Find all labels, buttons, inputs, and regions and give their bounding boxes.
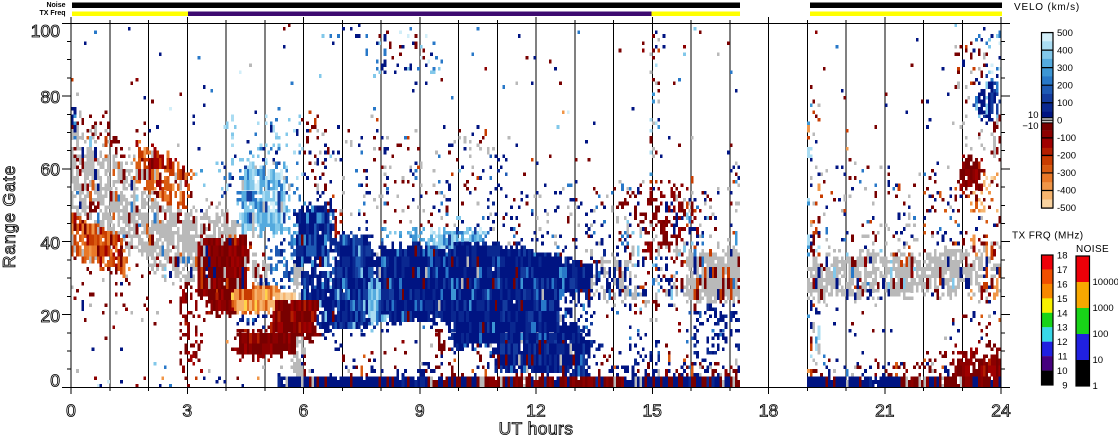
- svg-text:21: 21: [875, 401, 894, 421]
- svg-text:60: 60: [41, 160, 61, 180]
- svg-text:14: 14: [1057, 308, 1068, 319]
- svg-text:−10: −10: [1022, 121, 1038, 132]
- svg-text:16: 16: [1057, 279, 1068, 290]
- svg-text:17: 17: [1057, 265, 1068, 276]
- svg-text:12: 12: [526, 401, 545, 421]
- svg-text:1: 1: [1093, 381, 1098, 392]
- svg-text:40: 40: [41, 233, 61, 253]
- svg-text:10: 10: [1093, 355, 1104, 366]
- svg-text:Noise: Noise: [46, 2, 65, 9]
- svg-text:TX FRQ (MHz): TX FRQ (MHz): [1012, 231, 1083, 242]
- svg-text:9: 9: [1062, 381, 1067, 392]
- svg-text:-400: -400: [1057, 186, 1076, 197]
- svg-text:10: 10: [1057, 366, 1068, 377]
- svg-text:80: 80: [41, 87, 61, 107]
- svg-text:400: 400: [1057, 45, 1073, 56]
- svg-text:9: 9: [415, 401, 425, 421]
- svg-text:1000: 1000: [1093, 303, 1114, 314]
- svg-text:-300: -300: [1057, 168, 1076, 179]
- svg-text:18: 18: [759, 401, 778, 421]
- svg-text:Range Gate: Range Gate: [0, 165, 19, 268]
- svg-text:100: 100: [31, 21, 60, 41]
- svg-text:6: 6: [299, 401, 309, 421]
- svg-text:20: 20: [41, 306, 61, 326]
- svg-text:VELO (km/s): VELO (km/s): [1014, 2, 1080, 13]
- svg-text:10: 10: [1028, 110, 1039, 121]
- svg-text:500: 500: [1057, 28, 1073, 39]
- svg-text:-500: -500: [1057, 203, 1076, 214]
- svg-text:100: 100: [1093, 329, 1109, 340]
- svg-text:24: 24: [991, 401, 1011, 421]
- svg-text:18: 18: [1057, 251, 1068, 262]
- svg-text:200: 200: [1057, 80, 1073, 91]
- svg-text:100: 100: [1057, 98, 1073, 109]
- svg-text:13: 13: [1057, 323, 1068, 334]
- svg-text:15: 15: [1057, 294, 1068, 305]
- svg-text:UT hours: UT hours: [499, 419, 574, 435]
- svg-text:-200: -200: [1057, 151, 1076, 162]
- svg-text:3: 3: [182, 401, 192, 421]
- svg-text:NOISE: NOISE: [1076, 244, 1109, 255]
- svg-text:10000: 10000: [1093, 277, 1118, 288]
- svg-text:0: 0: [50, 371, 60, 391]
- svg-text:15: 15: [642, 401, 661, 421]
- svg-text:12: 12: [1057, 337, 1068, 348]
- svg-text:0: 0: [66, 401, 76, 421]
- svg-text:11: 11: [1058, 352, 1068, 363]
- svg-text:TX Freq: TX Freq: [39, 10, 65, 17]
- svg-text:0: 0: [1057, 116, 1062, 127]
- svg-text:300: 300: [1057, 63, 1073, 74]
- svg-text:-100: -100: [1057, 133, 1076, 144]
